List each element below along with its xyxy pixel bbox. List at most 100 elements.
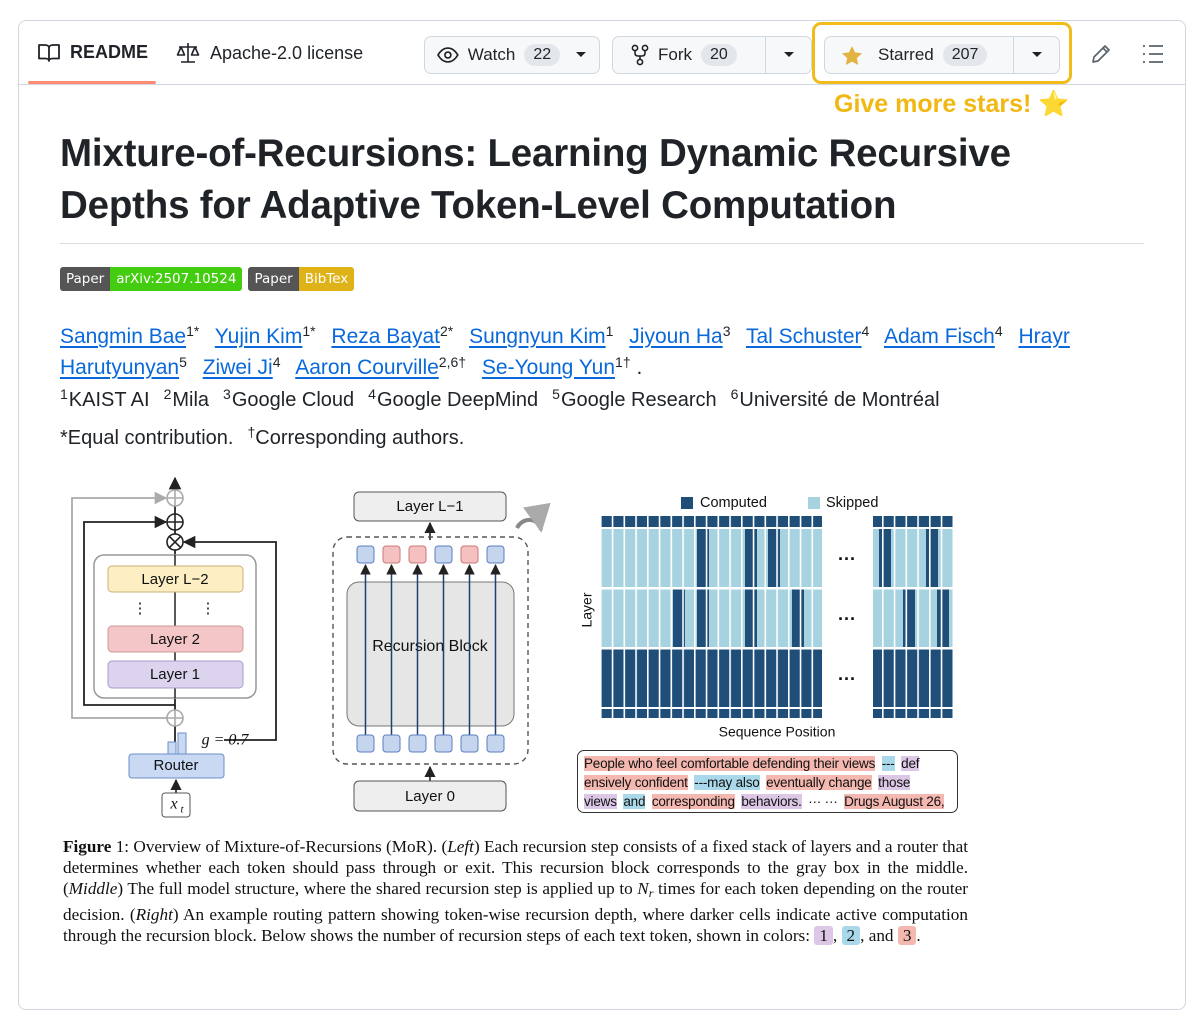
caption-text: 2 xyxy=(841,926,861,945)
author-link[interactable]: Aaron Courville xyxy=(295,356,439,379)
badge[interactable]: Paper BibTex xyxy=(248,267,355,291)
fork-menu[interactable] xyxy=(765,37,811,73)
caption-text: Figure xyxy=(63,837,112,856)
token xyxy=(434,734,453,753)
figure: Layer L−2 Layer 2 Layer 1 ⋮ ⋮ Router x t… xyxy=(71,476,953,818)
fork-button[interactable]: Fork 20 xyxy=(612,36,812,74)
token-text: People who feel comfortable defending th… xyxy=(584,756,876,771)
affiliation-name: KAIST AI xyxy=(68,389,150,411)
author-affiliation: 5 xyxy=(179,354,187,370)
token xyxy=(434,545,453,564)
author-link[interactable]: Tal Schuster xyxy=(745,325,862,348)
layer-label: Layer 2 xyxy=(150,631,200,648)
caption-text: Middle xyxy=(68,879,118,898)
layer-box xyxy=(353,491,507,522)
authors-end: . xyxy=(636,356,643,379)
input-subscript: t xyxy=(180,804,184,816)
router-label: Router xyxy=(153,757,198,774)
caption-text: , xyxy=(832,926,842,945)
caption-text: . xyxy=(916,926,921,945)
author-link[interactable]: Jiyoun Ha xyxy=(629,325,723,348)
ellipsis: ··· xyxy=(838,669,856,689)
outline-icon[interactable] xyxy=(1142,44,1164,64)
grid-lines xyxy=(600,647,953,650)
caption-text: , and xyxy=(860,926,898,945)
fork-count: 20 xyxy=(701,44,737,66)
skip-path xyxy=(71,491,175,719)
token-states xyxy=(356,545,505,753)
note-mark: * xyxy=(60,427,68,449)
readme-tab[interactable]: README xyxy=(38,42,148,63)
affiliation-number: 4 xyxy=(368,386,376,402)
ellipsis: ⋮ xyxy=(201,600,216,617)
affiliation-name: Google Research xyxy=(560,389,717,411)
author-link[interactable]: Sangmin Bae xyxy=(60,325,187,348)
button-label: Watch xyxy=(467,45,516,64)
ellipsis: ··· xyxy=(838,609,856,629)
author-link[interactable]: Yujin Kim xyxy=(214,325,303,348)
routing-grid xyxy=(600,514,953,720)
affiliation-number: 5 xyxy=(552,386,560,402)
mul-op xyxy=(168,535,182,549)
badge[interactable]: Paper arXiv:2507.10524 xyxy=(60,267,243,291)
layer-label: Layer L−1 xyxy=(396,498,463,515)
affiliation-name: Google DeepMind xyxy=(376,389,539,411)
grid-lines xyxy=(600,527,953,529)
legend-swatch xyxy=(808,497,820,509)
affiliation-number: 1 xyxy=(60,386,68,402)
token-text: def xyxy=(901,756,920,771)
license-tab[interactable]: Apache-2.0 license xyxy=(176,42,363,64)
affiliation-name: Google Cloud xyxy=(231,389,355,411)
token-text: behaviors. xyxy=(741,794,802,809)
legend-label: Skipped xyxy=(826,495,878,511)
star-button[interactable]: Starred 207 xyxy=(824,36,1060,74)
note-text: Corresponding authors. xyxy=(255,427,465,449)
note-text: Equal contribution. xyxy=(67,427,234,449)
token xyxy=(408,545,427,564)
page: README Apache-2.0 license Watch 22 Fork … xyxy=(18,20,1186,1010)
note: †Corresponding authors. xyxy=(247,424,465,449)
author-affiliation: 1* xyxy=(302,323,316,339)
watch-button[interactable]: Watch 22 xyxy=(424,36,600,74)
affiliation-name: Mila xyxy=(172,389,210,411)
caption-text: times for each token depending on the ro… xyxy=(63,879,968,924)
layer-box xyxy=(107,625,244,653)
author-link[interactable]: Sungnyun Kim xyxy=(469,325,606,348)
ellipsis: ⋮ xyxy=(133,600,148,617)
gate-path xyxy=(182,535,277,741)
grid-lines xyxy=(600,587,953,590)
add-op xyxy=(167,710,183,726)
author-link[interactable]: Reza Bayat xyxy=(331,325,440,348)
token-text: eventually change xyxy=(766,775,872,790)
token xyxy=(382,545,401,564)
recursion-block xyxy=(346,581,515,727)
affiliation: 6Université de Montréal xyxy=(730,386,940,411)
author-link[interactable]: Adam Fisch xyxy=(884,325,995,348)
affiliation: 2Mila xyxy=(164,387,210,411)
affiliations: 1KAIST AI 2Mila 3Google Cloud 4Google DeepM… xyxy=(60,385,954,416)
token xyxy=(408,734,427,753)
ellipsis: ··· xyxy=(838,549,856,569)
affiliation-number: 6 xyxy=(730,386,739,402)
author-affiliation: 2* xyxy=(439,323,454,339)
input-box xyxy=(161,792,191,818)
author-link[interactable]: Hrayr Harutyunyan xyxy=(60,325,1070,379)
y-axis-label: Layer xyxy=(579,592,595,627)
badge-label: Paper xyxy=(248,267,299,291)
token xyxy=(356,734,375,753)
notes: *Equal contribution. †Corresponding autho… xyxy=(60,417,478,454)
router-box xyxy=(128,753,225,779)
badge-label: Paper xyxy=(60,267,111,291)
note: *Equal contribution. xyxy=(60,427,233,449)
star-menu[interactable] xyxy=(1013,37,1059,73)
edit-icon[interactable] xyxy=(1090,43,1112,65)
book-icon xyxy=(38,43,60,62)
header-divider xyxy=(19,84,1185,85)
scale-icon xyxy=(176,43,200,63)
author-link[interactable]: Se-Young Yun xyxy=(481,356,616,379)
author-link[interactable]: Ziwei Ji xyxy=(202,356,273,379)
caption-text: Left xyxy=(447,837,474,856)
token-arrows xyxy=(360,563,501,735)
gate-bar xyxy=(177,732,187,755)
readme-title: Mixture-of-Recursions: Learning Dynamic … xyxy=(60,132,1011,227)
